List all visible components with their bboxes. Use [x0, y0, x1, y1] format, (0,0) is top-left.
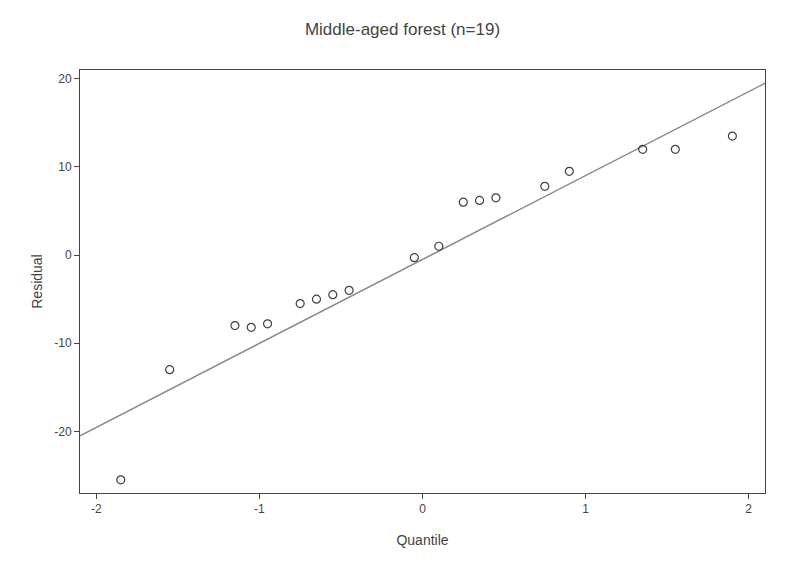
svg-text:-20: -20	[54, 425, 72, 439]
svg-text:20: 20	[58, 72, 72, 86]
svg-text:Residual: Residual	[29, 254, 45, 308]
svg-text:10: 10	[58, 160, 72, 174]
svg-text:-1: -1	[254, 502, 265, 516]
svg-text:1: 1	[582, 502, 589, 516]
svg-text:0: 0	[65, 248, 72, 262]
svg-text:Middle-aged forest (n=19): Middle-aged forest (n=19)	[305, 20, 500, 39]
svg-text:Quantile: Quantile	[396, 532, 448, 548]
svg-text:-2: -2	[91, 502, 102, 516]
svg-text:-10: -10	[54, 336, 72, 350]
svg-text:0: 0	[419, 502, 426, 516]
svg-text:2: 2	[745, 502, 752, 516]
